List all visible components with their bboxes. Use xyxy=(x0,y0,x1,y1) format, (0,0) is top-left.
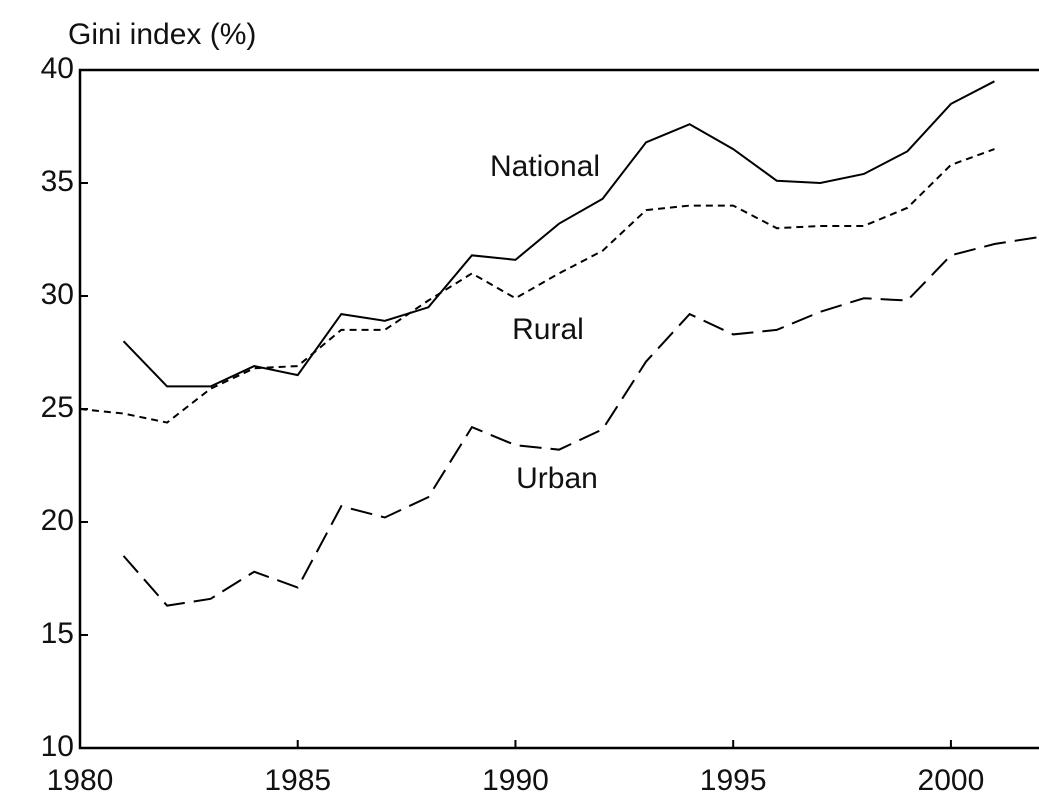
y-tick-label: 35 xyxy=(41,165,74,198)
series-label: Urban xyxy=(516,462,598,495)
y-axis-label: Gini index (%) xyxy=(68,18,256,51)
series-label: National xyxy=(490,150,600,183)
y-tick-label: 20 xyxy=(41,504,74,537)
y-tick-label: 25 xyxy=(41,391,74,424)
x-tick-label: 1990 xyxy=(482,764,549,797)
series-line xyxy=(79,148,995,424)
y-tick-label: 10 xyxy=(41,730,74,763)
series-label: Rural xyxy=(512,313,584,346)
y-tick-label: 40 xyxy=(41,52,74,85)
x-tick-label: 1980 xyxy=(47,764,114,797)
x-tick-label: 1995 xyxy=(700,764,767,797)
y-tick-label: 15 xyxy=(41,617,74,650)
y-tick-label: 30 xyxy=(41,278,74,311)
series-line xyxy=(122,80,995,388)
x-tick-label: 1985 xyxy=(264,764,331,797)
series-line xyxy=(122,236,1039,607)
x-tick-label: 2000 xyxy=(918,764,985,797)
